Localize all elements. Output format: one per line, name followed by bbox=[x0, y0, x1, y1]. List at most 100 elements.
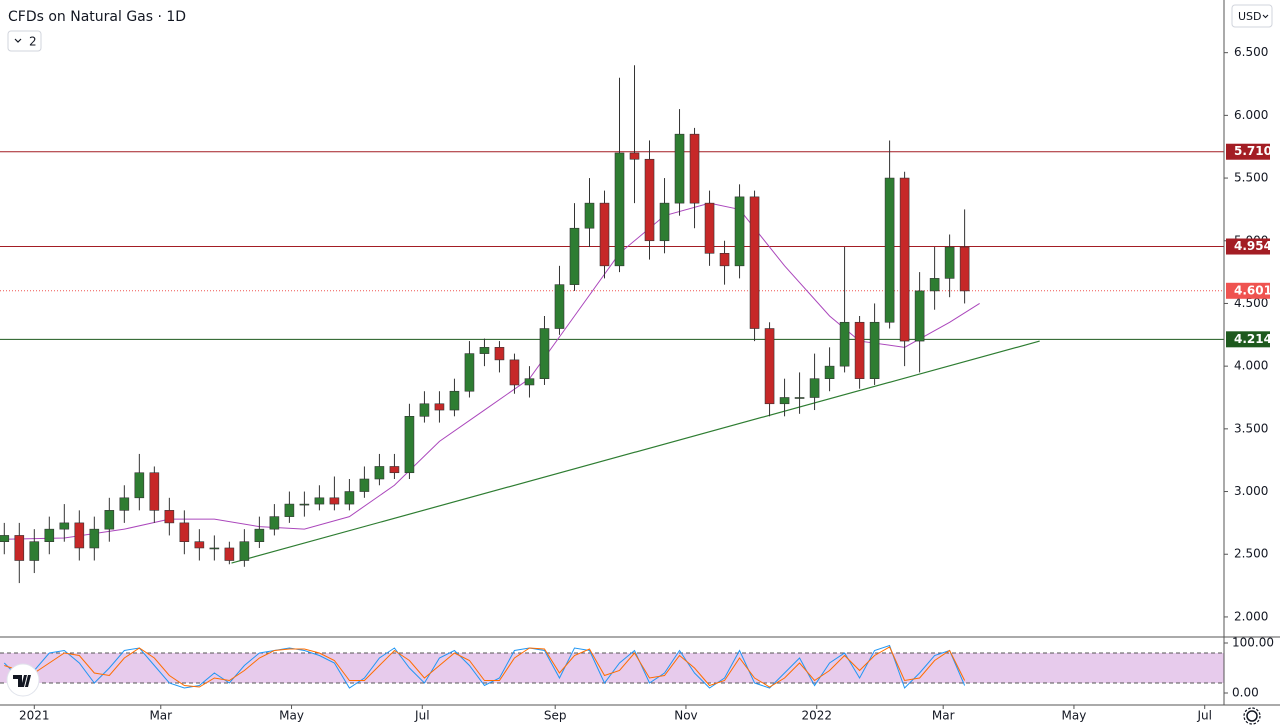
candle-body bbox=[824, 365, 835, 379]
candle-body bbox=[104, 510, 115, 530]
candle-body bbox=[734, 196, 745, 267]
level-label: 5.710 bbox=[1234, 144, 1272, 158]
indicator-toggle[interactable]: 2 bbox=[7, 30, 42, 52]
y-tick-label: 3.000 bbox=[1234, 484, 1268, 498]
candle-body bbox=[629, 152, 640, 160]
y-tick-label: 2.000 bbox=[1234, 609, 1268, 623]
candle-body bbox=[194, 541, 205, 549]
candle-body bbox=[434, 403, 445, 411]
candle-body bbox=[509, 359, 520, 386]
candle-body bbox=[914, 290, 925, 342]
candle-body bbox=[569, 227, 580, 285]
x-tick-label: May bbox=[1062, 709, 1087, 723]
y-tick-label: 0.00 bbox=[1232, 686, 1259, 700]
candle-body bbox=[329, 497, 340, 505]
level-label-bg bbox=[1226, 331, 1270, 348]
candle-body bbox=[854, 321, 865, 379]
candle-body bbox=[449, 390, 460, 411]
candle-body bbox=[494, 347, 505, 361]
y-tick-label: 6.000 bbox=[1234, 108, 1268, 122]
candle-body bbox=[719, 252, 730, 267]
x-tick-label: 2021 bbox=[19, 709, 50, 723]
candle-body bbox=[44, 528, 55, 543]
candle-body bbox=[209, 547, 220, 550]
candle-body bbox=[74, 522, 85, 549]
price-pane bbox=[0, 65, 1224, 584]
candle-body bbox=[869, 321, 880, 379]
candle-body bbox=[659, 202, 670, 242]
candle-body bbox=[359, 478, 370, 492]
candle-body bbox=[599, 202, 610, 267]
candle-body bbox=[374, 466, 385, 480]
level-label: 4.214 bbox=[1234, 332, 1272, 346]
candle-body bbox=[749, 196, 760, 329]
candle-body bbox=[704, 202, 715, 254]
candle-body bbox=[479, 347, 490, 354]
x-tick-label: Jul bbox=[1196, 709, 1211, 723]
y-tick-label: 6.500 bbox=[1234, 45, 1268, 59]
x-tick-label: Mar bbox=[932, 709, 955, 723]
currency: USD bbox=[1238, 10, 1262, 23]
candle-body bbox=[239, 541, 250, 561]
candle-body bbox=[134, 472, 145, 499]
candle-body bbox=[149, 472, 160, 511]
candle-body bbox=[89, 528, 100, 549]
candle-body bbox=[839, 321, 850, 367]
level-label-bg bbox=[1226, 282, 1270, 299]
y-tick-label: 100.00 bbox=[1232, 636, 1274, 650]
candle-body bbox=[269, 516, 280, 530]
candle-body bbox=[959, 246, 970, 292]
candle-body bbox=[644, 158, 655, 242]
candle-body bbox=[884, 177, 895, 323]
candle-body bbox=[614, 152, 625, 267]
candle-body bbox=[794, 397, 805, 399]
candle-body bbox=[14, 535, 25, 561]
candle-body bbox=[464, 353, 475, 392]
candle-body bbox=[779, 397, 790, 405]
logo bbox=[6, 663, 40, 697]
candle-body bbox=[224, 547, 235, 561]
candle-body bbox=[674, 133, 685, 204]
x-tick-label: 2022 bbox=[801, 709, 832, 723]
x-tick-label: Sep bbox=[544, 709, 567, 723]
y-tick-label: 4.500 bbox=[1234, 296, 1268, 310]
candle-body bbox=[584, 202, 595, 229]
y-tick-label: 3.500 bbox=[1234, 421, 1268, 435]
candle-body bbox=[344, 491, 355, 505]
settings-button[interactable] bbox=[1243, 707, 1261, 725]
candle-body bbox=[284, 503, 295, 517]
oscillator-pane bbox=[0, 644, 1224, 689]
candle-body bbox=[809, 378, 820, 398]
candle-body bbox=[299, 503, 310, 506]
candle-body bbox=[419, 403, 430, 417]
candle-body bbox=[29, 541, 40, 561]
candle-body bbox=[119, 497, 130, 511]
candle-body bbox=[179, 522, 190, 543]
indicator-count: 2 bbox=[29, 35, 37, 49]
candle-body bbox=[314, 497, 325, 505]
x-tick-label: Mar bbox=[149, 709, 172, 723]
candle-body bbox=[929, 278, 940, 292]
candle-body bbox=[689, 133, 700, 204]
candle-body bbox=[59, 522, 70, 530]
chart-title: CFDs on Natural Gas · 1D bbox=[8, 9, 186, 25]
y-tick-label: 2.500 bbox=[1234, 547, 1268, 561]
candle-body bbox=[539, 328, 550, 379]
candle-body bbox=[404, 416, 415, 474]
candle-body bbox=[164, 510, 175, 524]
axes: 2.0002.5003.0003.5004.0004.5005.0005.500… bbox=[19, 45, 1274, 722]
level-label-bg bbox=[1226, 238, 1270, 255]
candle-body bbox=[254, 528, 265, 543]
candle-body bbox=[944, 246, 955, 279]
level-label: 4.954 bbox=[1234, 239, 1272, 253]
candle-body bbox=[389, 466, 400, 474]
x-tick-label: Jul bbox=[414, 709, 429, 723]
level-label-bg bbox=[1226, 143, 1270, 160]
currency-button[interactable]: USD bbox=[1231, 4, 1273, 28]
y-tick-label: 5.500 bbox=[1234, 171, 1268, 185]
oscillator-line bbox=[4, 646, 966, 688]
candle-body bbox=[524, 378, 535, 386]
candle-body bbox=[0, 535, 10, 543]
